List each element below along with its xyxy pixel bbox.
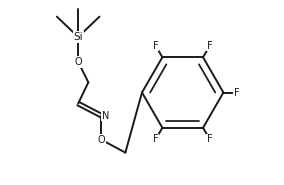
- Text: F: F: [153, 134, 158, 144]
- Text: F: F: [207, 134, 213, 144]
- Text: O: O: [97, 135, 105, 145]
- Text: Si: Si: [73, 32, 83, 42]
- Text: O: O: [74, 57, 82, 67]
- Text: N: N: [102, 111, 110, 121]
- Text: F: F: [153, 41, 158, 51]
- Text: F: F: [207, 41, 213, 51]
- Text: F: F: [234, 88, 240, 97]
